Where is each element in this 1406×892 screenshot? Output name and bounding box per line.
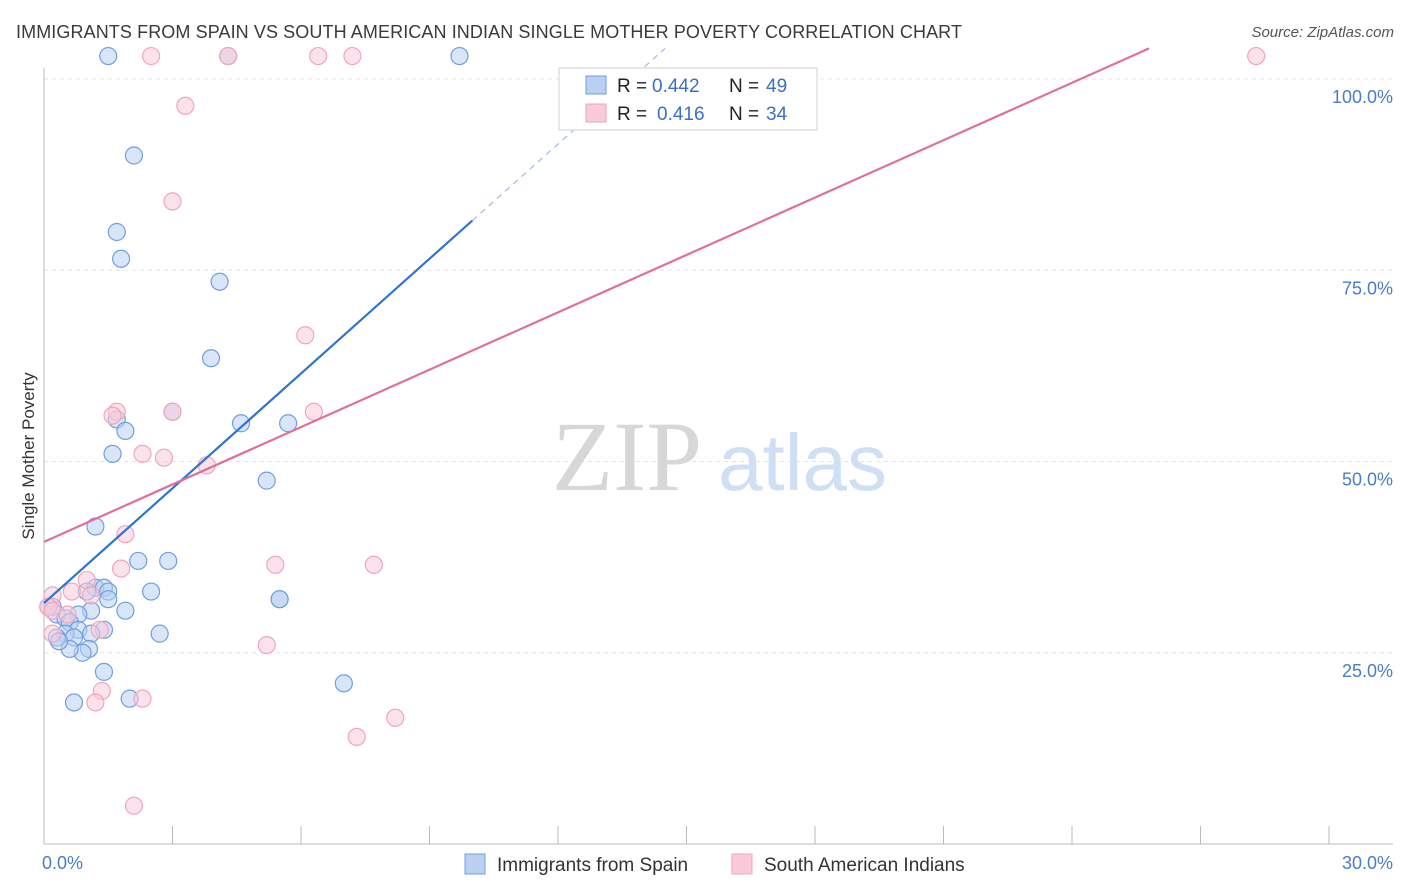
series-legend: Immigrants from Spain South American Ind… bbox=[464, 853, 965, 876]
point-sai-5 bbox=[176, 96, 195, 115]
y-tick-label-75: 75.0% bbox=[1342, 278, 1393, 298]
point-spain-16 bbox=[129, 551, 148, 571]
point-spain-4 bbox=[107, 222, 126, 242]
point-sai-1 bbox=[219, 46, 238, 66]
y-axis-labels: 25.0% 50.0% 75.0% 100.0% bbox=[1332, 87, 1393, 681]
gridlines bbox=[44, 78, 1393, 654]
point-sai-26 bbox=[90, 620, 109, 639]
x-tick-label-0: 0.0% bbox=[42, 853, 83, 873]
legend-swatch-sai bbox=[585, 103, 607, 123]
point-spain-0 bbox=[99, 46, 118, 66]
legend-n-label-sai: N = bbox=[729, 104, 759, 125]
legend-r-label-spain: R = bbox=[617, 76, 647, 97]
point-sai-27 bbox=[43, 624, 62, 643]
point-spain-47 bbox=[64, 693, 84, 712]
point-sai-13 bbox=[154, 448, 174, 467]
point-spain-37 bbox=[150, 624, 169, 643]
point-sai-30 bbox=[86, 693, 105, 712]
point-sai-34 bbox=[124, 796, 144, 815]
point-sai-11 bbox=[103, 406, 122, 425]
point-spain-14 bbox=[257, 471, 276, 490]
point-sai-24 bbox=[43, 601, 62, 620]
watermark-atlas: atlas bbox=[718, 418, 887, 507]
point-spain-6 bbox=[210, 272, 229, 291]
y-tick-label-50: 50.0% bbox=[1342, 470, 1393, 490]
point-spain-3 bbox=[124, 146, 144, 165]
series-legend-swatch-sai bbox=[731, 853, 753, 875]
chart-title: IMMIGRANTS FROM SPAIN VS SOUTH AMERICAN … bbox=[16, 22, 963, 42]
point-spain-13 bbox=[103, 444, 122, 463]
point-sai-32 bbox=[386, 708, 405, 727]
legend-swatch-spain bbox=[585, 75, 607, 95]
point-sai-7 bbox=[296, 326, 315, 345]
point-spain-21 bbox=[141, 582, 161, 601]
legend-n-value-spain: 49 bbox=[766, 76, 787, 97]
point-sai-21 bbox=[82, 586, 101, 605]
legend-r-value-sai: 0.416 bbox=[657, 104, 705, 125]
legend-n-label-spain: N = bbox=[729, 76, 759, 97]
point-sai-8 bbox=[163, 402, 182, 421]
point-spain-26 bbox=[116, 601, 135, 620]
legend-r-value-spain: 0.442 bbox=[652, 76, 700, 97]
point-sai-0 bbox=[141, 46, 161, 66]
x-axis-ticks bbox=[43, 826, 1330, 844]
point-sai-17 bbox=[266, 555, 285, 574]
x-axis-labels: 0.0% 30.0% bbox=[42, 853, 1393, 873]
point-sai-28 bbox=[257, 635, 276, 655]
point-sai-19 bbox=[77, 570, 96, 590]
point-spain-44 bbox=[94, 662, 114, 681]
watermark: ZIP atlas bbox=[552, 401, 887, 512]
point-sai-3 bbox=[343, 46, 362, 66]
point-sai-20 bbox=[62, 582, 81, 601]
point-sai-31 bbox=[133, 689, 152, 708]
point-sai-18 bbox=[364, 555, 383, 574]
legend-r-label-sai: R = bbox=[617, 104, 647, 125]
point-spain-25 bbox=[270, 590, 289, 609]
point-spain-12 bbox=[116, 421, 135, 440]
point-sai-15 bbox=[116, 525, 135, 544]
watermark-zip: ZIP bbox=[552, 401, 702, 512]
point-sai-33 bbox=[347, 727, 366, 747]
legend: R = 0.442 N = 49 R = 0.416 N = 34 bbox=[558, 67, 818, 131]
point-sai-25 bbox=[58, 605, 77, 624]
trend-lines bbox=[43, 47, 1150, 604]
trend-line-sai bbox=[43, 47, 1150, 543]
legend-n-value-sai: 34 bbox=[766, 104, 788, 125]
point-sai-12 bbox=[133, 444, 152, 463]
y-tick-label-25: 25.0% bbox=[1342, 661, 1393, 681]
data-points bbox=[39, 46, 1266, 815]
source-credit: Source: ZipAtlas.com bbox=[1251, 24, 1394, 41]
point-spain-10 bbox=[231, 414, 251, 433]
point-spain-5 bbox=[111, 249, 131, 268]
point-sai-4 bbox=[1247, 46, 1266, 66]
point-spain-17 bbox=[159, 551, 178, 571]
point-sai-2 bbox=[309, 46, 328, 66]
point-spain-7 bbox=[201, 349, 221, 368]
y-axis-title: Single Mother Poverty bbox=[19, 372, 38, 540]
y-tick-label-100: 100.0% bbox=[1332, 87, 1393, 107]
point-sai-6 bbox=[163, 192, 182, 211]
point-spain-23 bbox=[99, 590, 118, 609]
series-legend-label-sai: South American Indians bbox=[764, 855, 965, 876]
series-legend-swatch-spain bbox=[464, 853, 486, 875]
point-spain-45 bbox=[334, 674, 353, 693]
point-sai-16 bbox=[111, 559, 131, 578]
point-spain-2 bbox=[450, 46, 469, 66]
axes bbox=[43, 68, 1393, 845]
trend-line-spain bbox=[43, 219, 474, 604]
series-legend-label-spain: Immigrants from Spain bbox=[497, 855, 688, 876]
x-tick-label-1: 30.0% bbox=[1342, 853, 1393, 873]
